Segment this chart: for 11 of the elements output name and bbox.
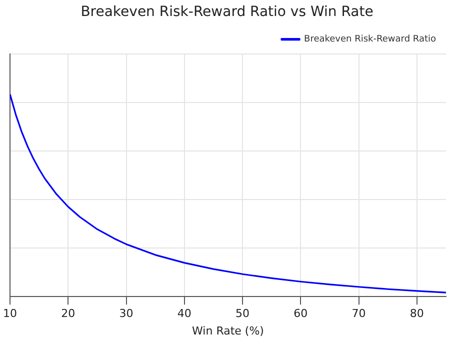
- x-tick-label: 40: [177, 307, 192, 320]
- x-tick-label: 80: [410, 307, 424, 320]
- chart-title: Breakeven Risk-Reward Ratio vs Win Rate: [80, 4, 374, 20]
- x-axis-title: Win Rate (%): [192, 324, 264, 338]
- x-tick-label: 50: [236, 307, 250, 320]
- x-tick-label: 70: [352, 307, 366, 320]
- x-tick-label: 60: [294, 307, 308, 320]
- x-tick-label: 10: [3, 307, 17, 320]
- x-tick-label: 20: [61, 307, 76, 320]
- x-tick-label: 30: [119, 307, 134, 320]
- legend-label: Breakeven Risk-Reward Ratio: [304, 34, 436, 45]
